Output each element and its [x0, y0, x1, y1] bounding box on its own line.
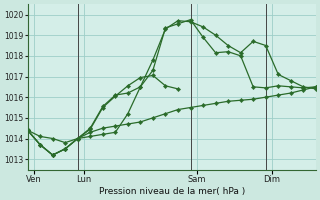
X-axis label: Pression niveau de la mer( hPa ): Pression niveau de la mer( hPa ): [99, 187, 245, 196]
